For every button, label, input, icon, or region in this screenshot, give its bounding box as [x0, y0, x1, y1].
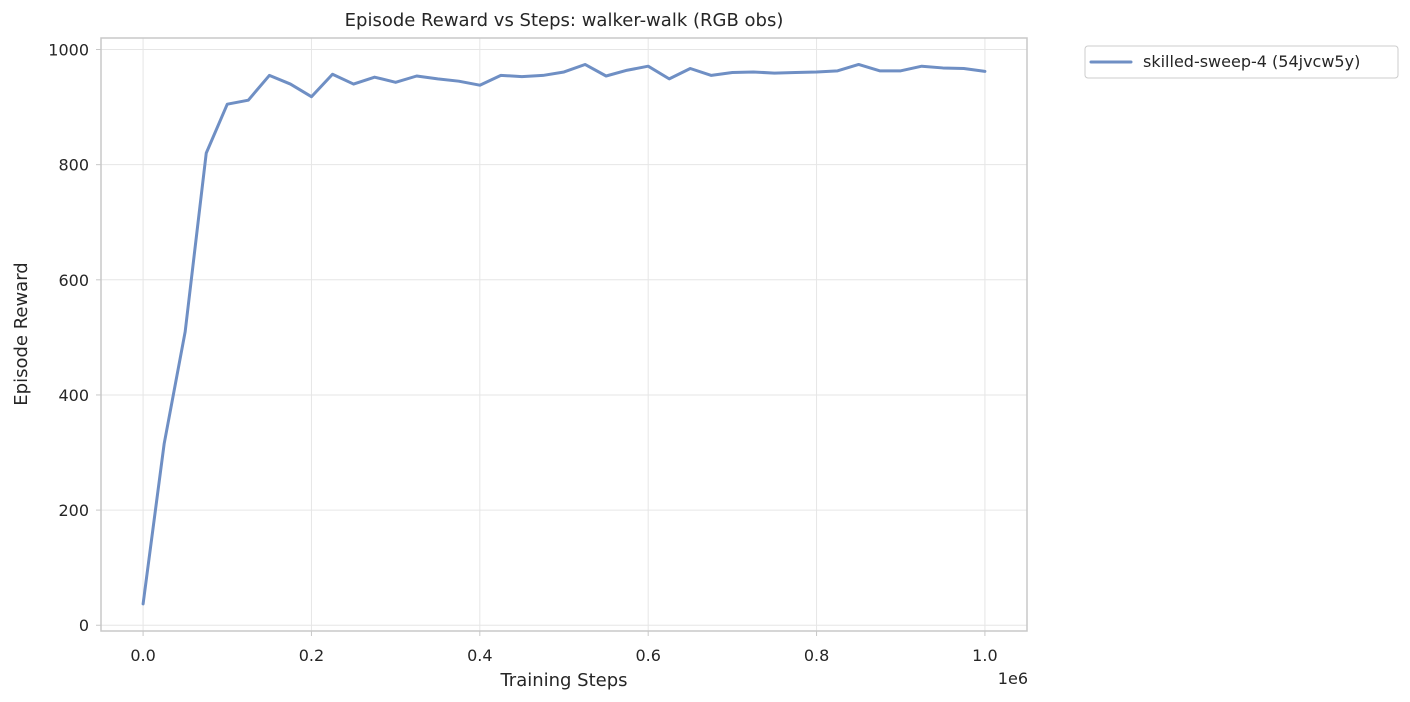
x-tick-label: 0.0 — [130, 646, 155, 665]
y-tick-label: 600 — [58, 271, 89, 290]
legend-box — [1084, 45, 1399, 79]
legend: skilled-sweep-4 (54jvcw5y) — [1084, 45, 1399, 79]
y-axis-label: Episode Reward — [11, 262, 32, 405]
y-tick-label: 800 — [58, 156, 89, 175]
x-offset-label: 1e6 — [998, 669, 1028, 688]
plot-frame — [100, 37, 1028, 632]
chart-title: Episode Reward vs Steps: walker-walk (RG… — [345, 10, 784, 31]
y-tick-label: 200 — [58, 501, 89, 520]
x-tick-label: 0.8 — [804, 646, 829, 665]
series-lines — [141, 62, 987, 606]
legend-label: skilled-sweep-4 (54jvcw5y) — [1143, 52, 1360, 71]
x-tick-label: 0.6 — [635, 646, 660, 665]
x-tick-label: 1.0 — [972, 646, 997, 665]
x-tick-labels: 0.0 0.2 0.4 0.6 0.8 1.0 — [130, 646, 997, 665]
series-line — [141, 62, 987, 606]
y-tick-label: 1000 — [48, 41, 89, 60]
x-tick-label: 0.4 — [467, 646, 492, 665]
grid-lines — [101, 38, 1027, 631]
y-tick-labels: 0 200 400 600 800 1000 — [48, 41, 89, 636]
x-tick-label: 0.2 — [299, 646, 324, 665]
y-tick-label: 400 — [58, 386, 89, 405]
tick-marks — [96, 49, 986, 636]
x-axis-label: Training Steps — [499, 670, 627, 691]
y-tick-label: 0 — [79, 616, 89, 635]
